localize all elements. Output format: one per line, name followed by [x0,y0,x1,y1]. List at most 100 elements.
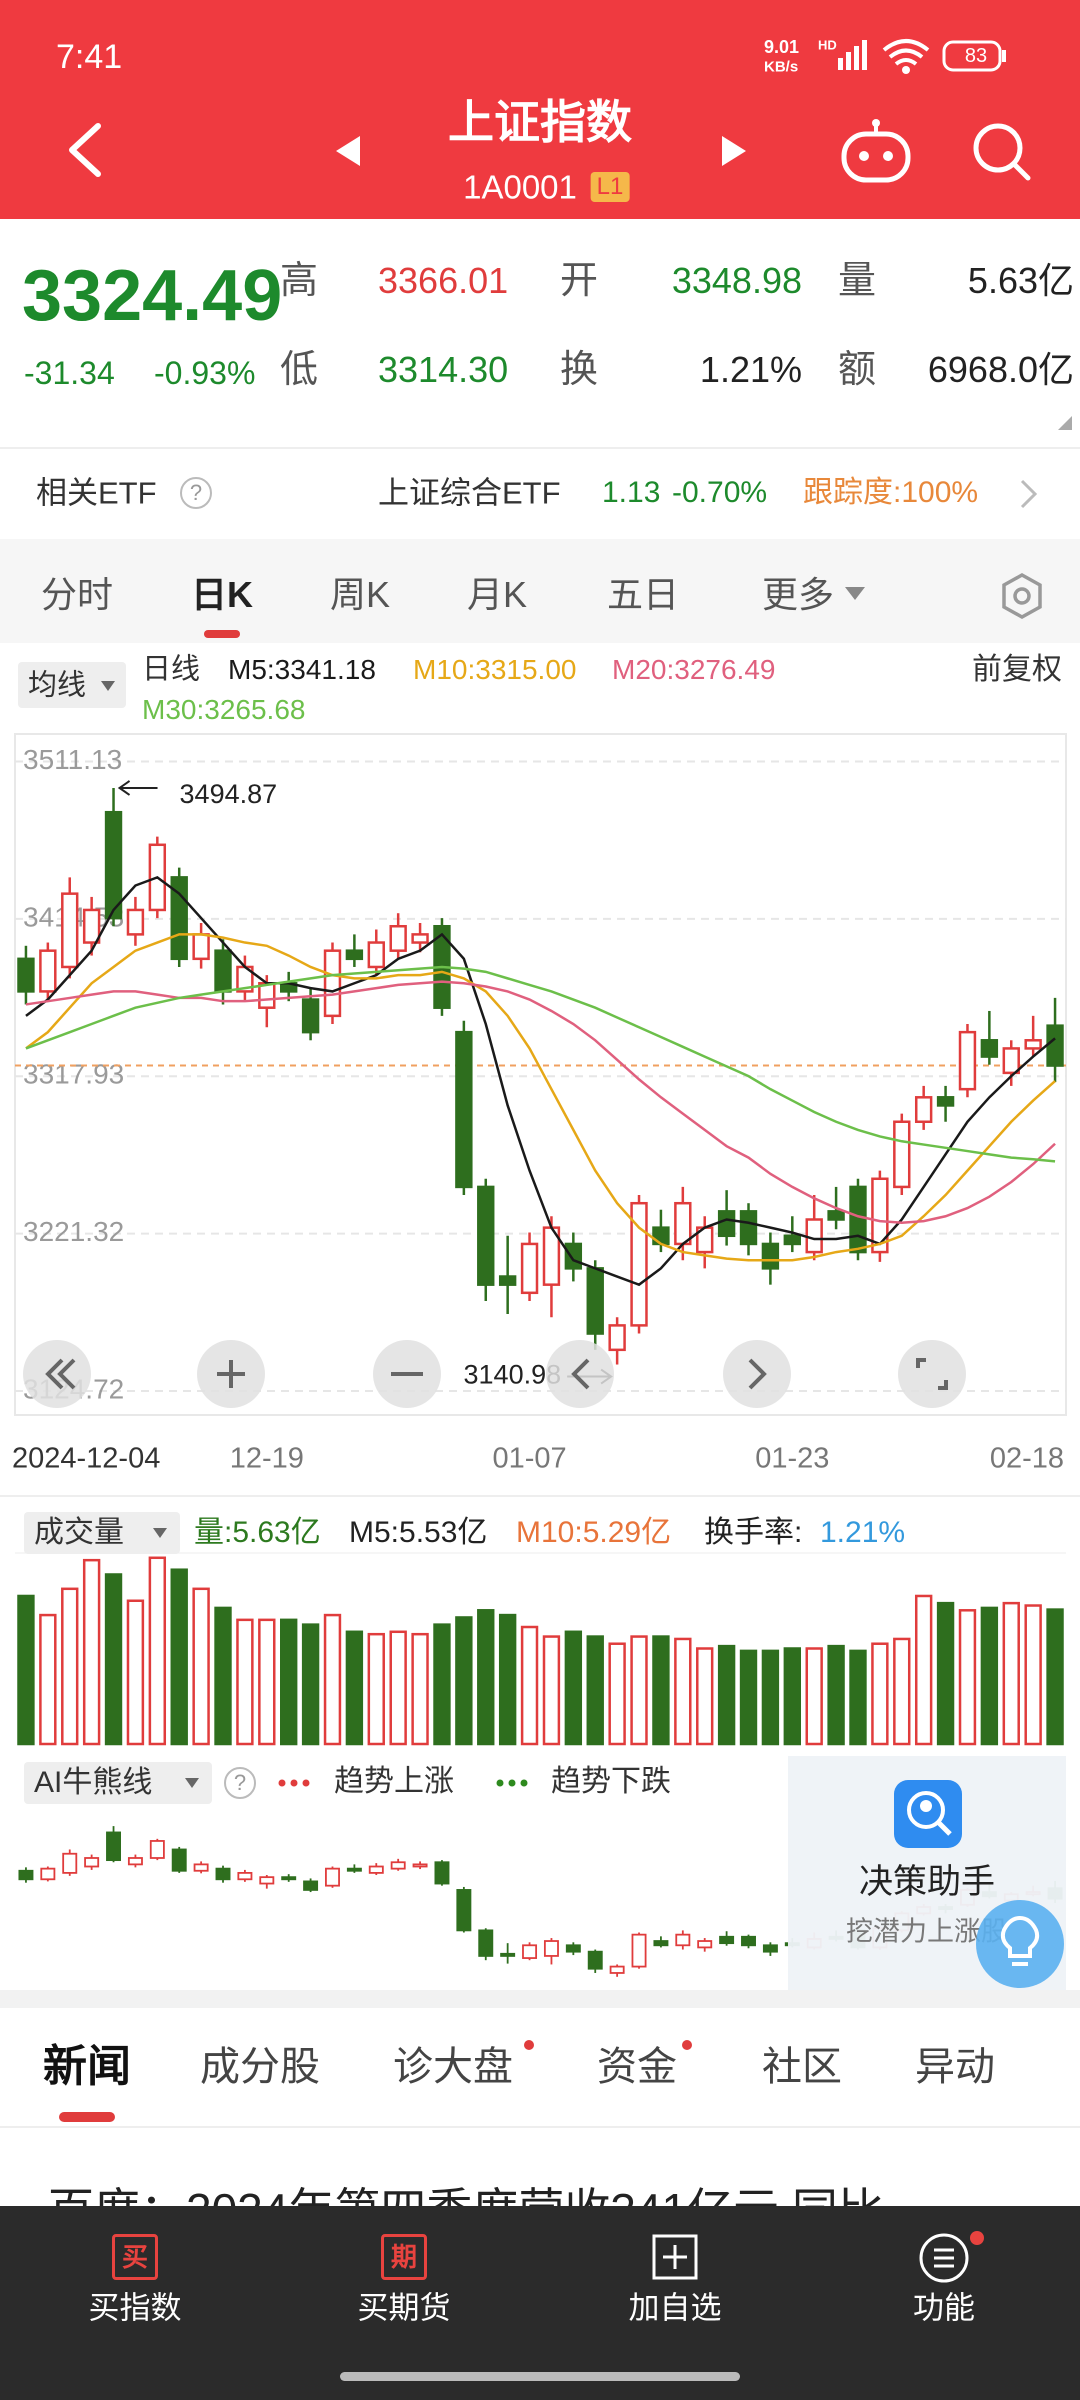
zoom-in[interactable] [197,1340,265,1408]
quote-value: 3366.01 [378,260,509,301]
chart-tab[interactable]: 月K [466,574,528,615]
scroll-start[interactable] [23,1340,91,1408]
legend-down: 趋势下跌 [551,1765,671,1798]
ai-selector[interactable]: AI牛熊线 [34,1766,153,1799]
etf-tracking: 跟踪度:100% [803,476,979,509]
robot-button[interactable] [838,118,914,184]
x-tick-label: 2024-12-04 [12,1443,160,1475]
adjust-mode[interactable]: 前复权 [972,653,1062,686]
candle-body [82,908,101,944]
volume-bar [586,1635,604,1746]
search-button[interactable] [970,120,1034,184]
nav-icon[interactable] [651,2233,699,2281]
volume-legend: 换手率: [704,1516,803,1549]
y-tick-label: 3511.13 [23,744,122,775]
low-label: 3140.98 [464,1360,562,1390]
candle-body [61,892,79,969]
chart-tab[interactable]: 更多 [761,574,835,615]
period-label: 日线 [142,653,201,686]
dropdown-arrow [185,1778,199,1788]
dropdown-arrow [101,681,115,691]
ma-legend: M20:3276.49 [612,654,776,685]
candle-body [1046,1024,1064,1067]
candle-body [741,1935,756,1947]
battery-level: 83 [964,45,988,67]
chevron[interactable] [1018,478,1040,510]
volume-bar [805,1647,823,1746]
chart-tab[interactable]: 周K [329,574,391,615]
etf-price: 1.13 [602,476,661,509]
etf-name[interactable]: 上证综合ETF [378,475,561,511]
x-tick-label: 02-18 [990,1443,1064,1475]
candle-body [367,941,385,969]
scroll-right[interactable] [723,1340,791,1408]
help-icon[interactable]: ? [224,1767,256,1799]
candle-body [303,1880,319,1891]
volume-bar [849,1649,867,1746]
y-tick-label: 3221.32 [23,1216,124,1247]
nav-label[interactable]: 加自选 [628,2290,722,2326]
volume-bar [696,1647,714,1746]
tab-underline [204,630,240,638]
news-tab[interactable]: 资金 [597,2045,677,2089]
news-tab[interactable]: 诊大盘 [393,2045,513,2089]
idea-button[interactable] [974,1898,1066,1990]
assistant-title[interactable]: 决策助手 [859,1863,995,1901]
news-tab[interactable]: 异动 [915,2045,995,2089]
candle-body [301,998,320,1034]
candle-body [171,1848,187,1872]
volume-selector[interactable]: 成交量 [34,1516,124,1549]
candle-body [104,810,123,920]
chart-tab[interactable]: 分时 [40,574,114,615]
volume-bar [893,1637,911,1746]
nav-label[interactable]: 买期货 [357,2290,451,2326]
zoom-out[interactable] [373,1340,441,1408]
index-code: 1A0001 [463,168,577,206]
candle-body [477,1185,495,1286]
selector-box[interactable] [24,1762,212,1804]
volume-bar [411,1632,429,1746]
volume-bar [477,1609,495,1746]
help-icon[interactable]: ? [180,477,212,509]
nav-label[interactable]: 买指数 [88,2290,182,2326]
ma-line [25,875,1056,1287]
news-tab[interactable]: 新闻 [43,2042,131,2091]
news-tab[interactable]: 成分股 [200,2045,320,2089]
settings-button[interactable] [998,572,1046,620]
nav-icon[interactable] [916,2230,986,2284]
scroll-left[interactable] [546,1340,614,1408]
nav-icon[interactable]: 买 [112,2234,158,2280]
y-tick-label: 3317.93 [23,1059,124,1090]
volume-legend: M10:5.29亿 [516,1516,672,1549]
volume-bar [674,1637,692,1746]
etf-change: -0.70% [672,476,768,509]
prev-index[interactable] [334,134,364,168]
news-tab[interactable]: 社区 [762,2045,842,2089]
fullscreen[interactable] [898,1340,966,1408]
volume-bar [433,1623,451,1746]
candle-body [675,1933,691,1947]
candle-body [608,1324,626,1352]
volume-bar [389,1630,407,1746]
volume-bar [761,1649,780,1746]
ma-legend: M5:3341.18 [228,654,376,685]
volume-legend: M5:5.53亿 [349,1516,488,1549]
back-button[interactable] [60,120,110,180]
ma-legend: M10:3315.00 [413,654,577,685]
nav-icon[interactable]: 期 [381,2234,427,2280]
high-arrow [117,780,158,796]
indicator-selector[interactable]: 均线 [28,669,87,702]
expand-corner[interactable] [1056,414,1074,432]
chart-tab[interactable]: 五日 [606,574,680,615]
next-index[interactable] [718,134,748,168]
nav-label[interactable]: 功能 [913,2290,975,2326]
quote-value: 3348.98 [671,260,802,301]
chart-tab[interactable]: 日K [191,574,253,615]
volume-bar [82,1558,101,1746]
net-speed: 9.01 [764,37,800,57]
candle-body [345,949,364,961]
candle-body [281,1876,297,1881]
selector-box[interactable] [24,1512,180,1554]
candle-body [630,1201,648,1327]
